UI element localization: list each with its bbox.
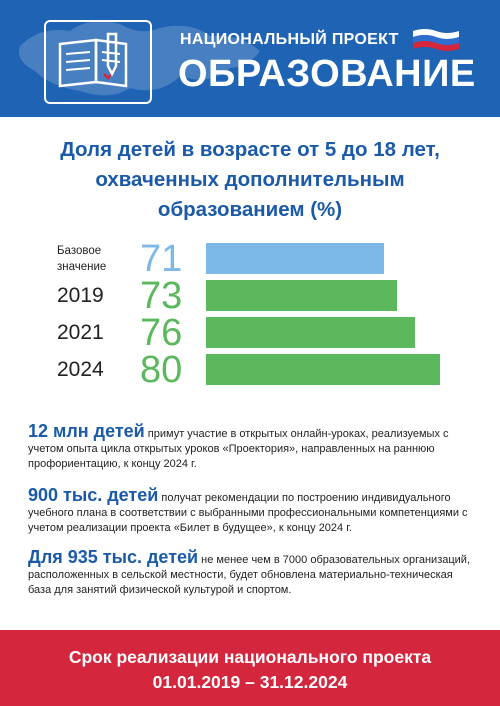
fact-block: 900 тыс. детей получат рекомендации по п…: [28, 485, 478, 536]
bar-label: 2021: [57, 321, 104, 344]
bar-row-2024: 2024 80: [0, 351, 500, 389]
bar: [206, 280, 397, 311]
bar-row-base: Базовое значение 71: [0, 240, 500, 278]
fact-highlight: 900 тыс. детей: [28, 485, 159, 505]
russian-flag-icon: [413, 29, 459, 51]
chart-title-line: охваченных дополнительным: [95, 168, 405, 191]
bar-value: 80: [140, 349, 183, 391]
bar-label: 2024: [57, 358, 104, 381]
fact-text: не менее чем в 7000 образовательных орга…: [28, 554, 471, 596]
bar-value: 71: [140, 238, 183, 280]
fact-text: примут участие в открытых онлайн-уроках,…: [28, 428, 449, 470]
bar-label-line: Базовое: [57, 245, 102, 257]
fact-block: Для 935 тыс. детей не менее чем в 7000 о…: [28, 547, 478, 598]
footer-banner: Срок реализации национального проекта 01…: [0, 630, 500, 706]
fact-block: 12 млн детей примут участие в открытых о…: [28, 421, 478, 472]
chart-title-line: образованием (%): [157, 198, 343, 221]
fact-highlight: Для 935 тыс. детей: [28, 547, 199, 567]
chart-title-line: Доля детей в возрасте от 5 до 18 лет,: [60, 138, 440, 161]
bar-label-line: значение: [57, 261, 107, 273]
bar-row-2019: 2019 73: [0, 277, 500, 315]
bar: [206, 354, 440, 385]
header-title: ОБРАЗОВАНИЕ: [178, 53, 476, 95]
education-logo: [44, 20, 152, 104]
header-subtitle: НАЦИОНАЛЬНЫЙ ПРОЕКТ: [180, 31, 399, 48]
footer-line: Срок реализации национального проекта: [68, 647, 432, 667]
world-map-icon: [19, 21, 260, 96]
fact-text: получат рекомендации по построению индив…: [28, 492, 468, 534]
bar: [206, 243, 385, 274]
bar-label: 2019: [57, 284, 104, 307]
book-with-pen-icon: [58, 32, 128, 88]
header-banner: НАЦИОНАЛЬНЫЙ ПРОЕКТ ОБРАЗОВАНИЕ: [0, 0, 500, 117]
fact-highlight: 12 млн детей: [28, 421, 145, 441]
chart-title: Доля детей в возрасте от 5 до 18 лет, ох…: [20, 135, 480, 225]
bar-label: Базовое значение: [57, 243, 137, 275]
bar-value: 73: [140, 275, 183, 317]
bar: [206, 317, 416, 348]
footer-dates: 01.01.2019 – 31.12.2024: [152, 672, 348, 692]
bar-row-2021: 2021 76: [0, 314, 500, 352]
bar-value: 76: [140, 312, 183, 354]
